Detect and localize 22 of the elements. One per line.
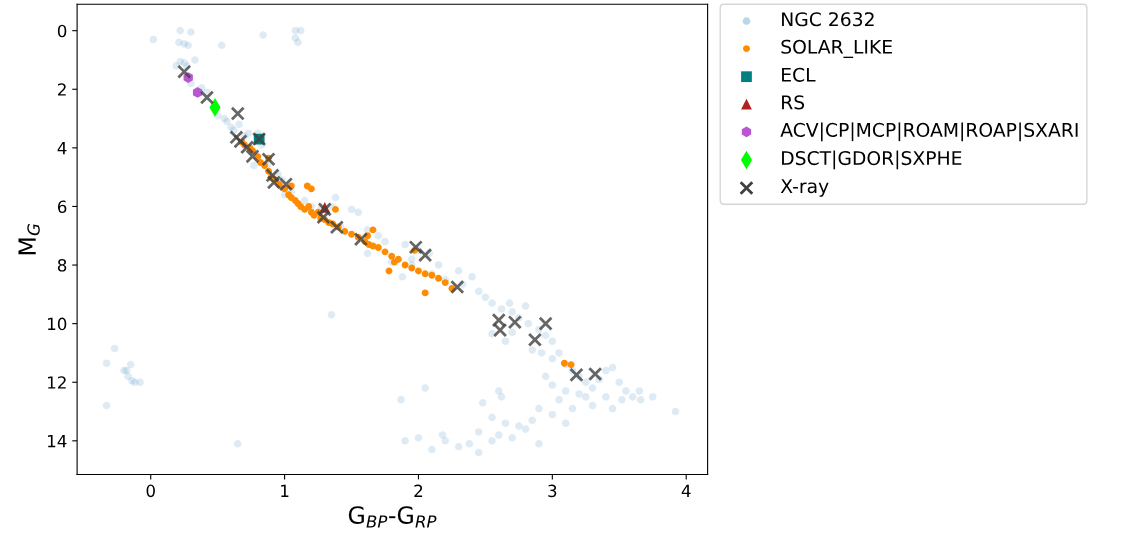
legend-label: DSCT|GDOR|SXPHE — [782, 150, 962, 170]
y-axis-title: M$_{G}$ — [18, 223, 40, 255]
x-tick-label: 4 — [681, 484, 691, 497]
legend-label: SOLAR_LIKE — [781, 39, 892, 58]
y-tick-label: 0 — [57, 24, 67, 38]
y-tick-label: 14 — [48, 435, 67, 448]
y-tick-label: 2 — [58, 83, 66, 96]
y-tick-label: 12 — [48, 376, 66, 389]
legend-label: X-ray — [780, 179, 829, 197]
x-tick-label: 2 — [414, 484, 423, 497]
x-tick-label: 3 — [548, 484, 557, 498]
y-tick-label: 8 — [57, 259, 67, 272]
legend-label: RS — [782, 95, 805, 110]
y-tick-label: 6 — [57, 200, 67, 214]
y-tick-label: 10 — [48, 317, 67, 331]
legend-label: NGC 2632 — [782, 12, 874, 27]
legend-label: ACV|CP|MCP|ROAM|ROAP|SXARI — [780, 122, 1078, 142]
y-tick-label: 4 — [57, 142, 67, 155]
x-tick-label: 0 — [146, 484, 155, 498]
x-axis-title: G$_{BP}$-G$_{RP}$ — [348, 506, 437, 528]
x-tick-label: 1 — [281, 484, 289, 497]
legend-label: ECL — [782, 67, 816, 82]
